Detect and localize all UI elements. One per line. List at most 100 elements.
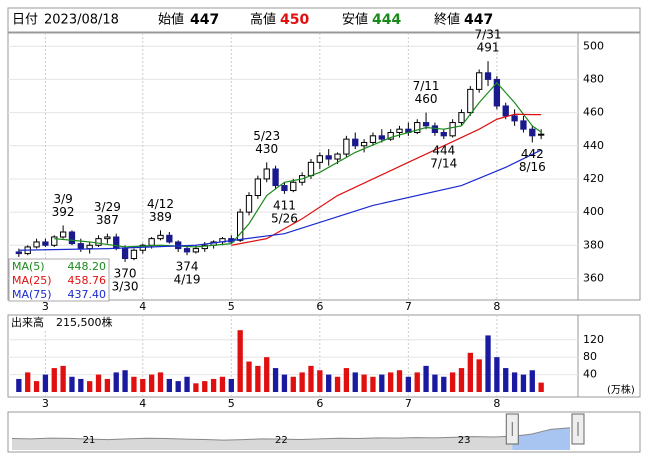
x-tick-label: 4 [139,300,146,313]
candle-body [68,231,76,245]
candle-body [192,248,200,253]
x-tick-label: 6 [316,300,323,313]
date: 2023/08/18 [44,13,119,28]
candle-body [440,132,447,137]
ma-line [18,149,542,251]
volume-bar [361,374,367,392]
y-tick-label: 420 [583,172,604,185]
y-tick-label: 40 [583,368,597,381]
candle-body [334,153,341,160]
candle-body [166,234,173,243]
x-tick-label: 7 [405,300,412,313]
candle-body [360,141,368,147]
legend-value: 437.40 [68,288,107,301]
x-tick-label: 6 [316,397,323,410]
volume-bar [175,381,181,392]
candle-body [183,248,191,253]
volume-bar [60,365,66,392]
volume-last: 215,500株 [56,315,113,329]
navigator-tick-label: 22 [275,435,288,446]
candle-body [458,112,465,124]
annotation-value: 374 [176,260,199,274]
volume-bar [494,357,500,392]
low-label: 安値 [342,12,368,28]
annotation-date: 8/16 [519,160,546,174]
annotation-value: 392 [52,205,75,219]
x-tick-label: 7 [405,397,412,410]
volume-bar [432,374,438,392]
volume-bar [352,372,358,392]
volume-bar [104,378,111,392]
y-tick-label: 400 [583,205,604,218]
candle-body [467,88,474,114]
candle-body [316,155,323,163]
navigator-area [12,436,513,450]
volume-bar [485,335,491,392]
candle-body [493,78,501,107]
x-tick-label: 5 [228,397,235,410]
volume-bar [467,352,473,392]
volume-bar [503,368,509,392]
y-tick-label: 460 [583,106,604,119]
candle-body [484,72,492,80]
candle-body [511,115,518,122]
price-panel [7,32,641,301]
candle-body [307,161,315,177]
candle-body [378,135,385,140]
volume-bar [202,381,208,392]
navigator-tick-label: 21 [83,435,96,446]
candle-body [414,122,421,134]
annotation-value: 444 [432,144,455,158]
annotation-value: 411 [273,198,296,212]
navigator-line [11,427,571,441]
volume-bar [69,376,75,392]
open-value: 447 [190,12,219,28]
volume-bar [476,359,482,392]
y-tick-label: 500 [583,39,604,52]
close-label: 終値 [434,12,460,28]
annotation-value: 389 [149,210,172,224]
candle-body [42,241,49,246]
date-label: 日付 [12,13,38,28]
annotation-date: 7/31 [475,28,502,42]
volume-bar [16,378,22,392]
candle-body [15,251,23,255]
overlay: MA(5) 448.20 MA(25) 458.76 MA(75) 437.40 [8,258,110,302]
volume-bar [538,382,544,392]
volume-bar [423,365,429,392]
volume-bar [148,374,155,392]
annotation-date: 4/12 [147,197,174,211]
y-tick-label: 120 [583,333,604,346]
candle-body [245,195,253,213]
candle-body [529,128,536,137]
annotation-date: 3/30 [112,279,139,293]
navigator-selected [512,427,570,450]
y-tick-label: 360 [583,271,604,284]
low-value: 444 [372,12,401,28]
ma-line [231,113,542,246]
volume-bar [166,378,172,392]
annotation-value: 491 [477,41,500,55]
annotation-date: 7/14 [430,157,457,171]
volume-bar [33,381,40,392]
volume-bar [87,381,93,392]
close-value: 447 [464,12,493,28]
volume-bar [441,376,447,392]
y-tick-label: 480 [583,72,604,85]
volume-bar [131,376,137,392]
volume-bar [529,370,535,392]
x-tick-label: 4 [139,397,146,410]
candle-body [325,155,332,160]
candle-body [281,185,288,192]
annotation-value: 430 [255,142,278,156]
legend-box [8,258,110,302]
volume-bar [449,372,456,392]
legend-value: 458.76 [68,274,107,287]
x-tick-label: 8 [493,397,500,410]
open-label: 始値 [158,12,184,28]
volume-bar [193,383,199,392]
high-value: 450 [280,12,309,28]
candle-body [263,168,270,180]
